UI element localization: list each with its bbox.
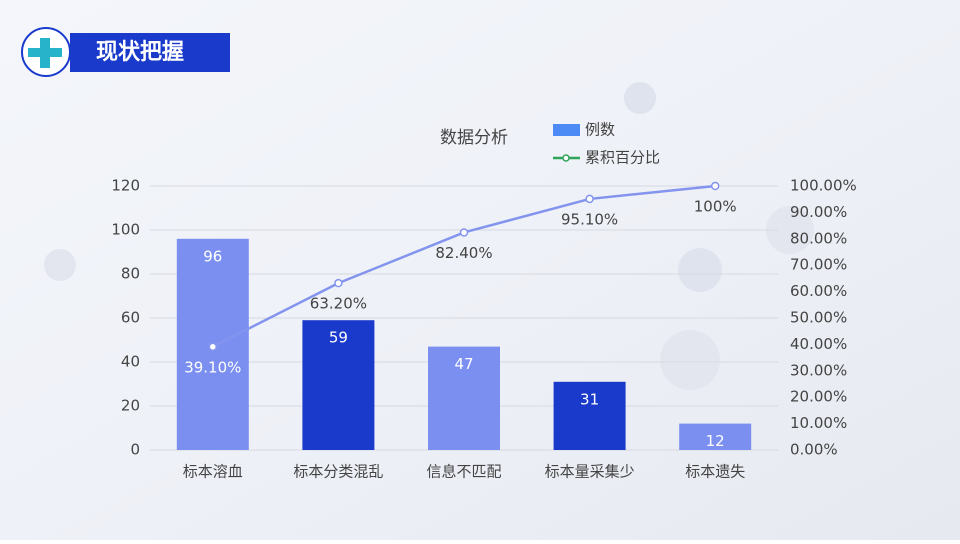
y2-tick-label: 10.00% (790, 414, 847, 432)
y-tick-label: 40 (121, 353, 140, 371)
y2-tick-label: 90.00% (790, 203, 847, 221)
y2-tick-label: 50.00% (790, 309, 847, 327)
x-tick-label: 信息不匹配 (426, 463, 501, 481)
data-label: 95.10% (561, 210, 618, 228)
line-point (334, 278, 343, 288)
legend-label: 例数 (585, 121, 615, 139)
y2-tick-label: 60.00% (790, 282, 847, 300)
y2-tick-label: 80.00% (790, 229, 847, 247)
bar (428, 346, 500, 450)
data-label: 12 (706, 432, 725, 450)
bar (553, 381, 626, 450)
legend-swatch (553, 124, 580, 136)
y-tick-label: 80 (121, 265, 140, 283)
y2-tick-label: 100.00% (790, 177, 857, 195)
decor (766, 206, 814, 254)
line-point (710, 181, 720, 191)
x-tick-label: 标本溶血 (183, 463, 243, 481)
header-bar (70, 33, 230, 72)
y-tick-label: 60 (121, 309, 140, 327)
data-label: 82.40% (435, 244, 492, 262)
data-label: 39.10% (184, 358, 241, 376)
header-title: 现状把握 (96, 39, 184, 65)
chart-title: 数据分析 (440, 128, 508, 148)
data-label: 96 (203, 247, 222, 265)
decor (660, 330, 720, 390)
x-tick-label: 标本遗失 (685, 463, 745, 481)
y-tick-label: 100 (111, 221, 140, 239)
y-tick-label: 0 (130, 441, 140, 459)
data-label: 63.20% (310, 295, 367, 313)
decor (624, 82, 656, 114)
line-point (208, 342, 218, 352)
decor (678, 248, 722, 292)
logo-cross (28, 38, 62, 68)
y2-tick-label: 40.00% (790, 335, 847, 353)
y2-tick-label: 20.00% (790, 388, 847, 406)
x-tick-label: 标本量采集少 (545, 463, 635, 481)
data-label: 100% (694, 198, 737, 216)
data-label: 47 (454, 355, 473, 373)
y2-tick-label: 30.00% (790, 361, 847, 379)
bar (302, 320, 375, 450)
y2-tick-label: 0.00% (790, 441, 838, 459)
y2-tick-label: 70.00% (790, 256, 847, 274)
line-point (459, 228, 469, 237)
bar (679, 423, 752, 450)
data-label: 59 (329, 329, 348, 347)
y-tick-label: 20 (121, 397, 140, 415)
line-point (585, 194, 594, 204)
legend-swatch (562, 154, 570, 162)
decor (44, 249, 76, 281)
data-label: 31 (580, 390, 599, 408)
legend-label: 累积百分比 (585, 149, 660, 167)
x-tick-label: 标本分类混乱 (293, 463, 383, 481)
y-tick-label: 120 (111, 177, 140, 195)
